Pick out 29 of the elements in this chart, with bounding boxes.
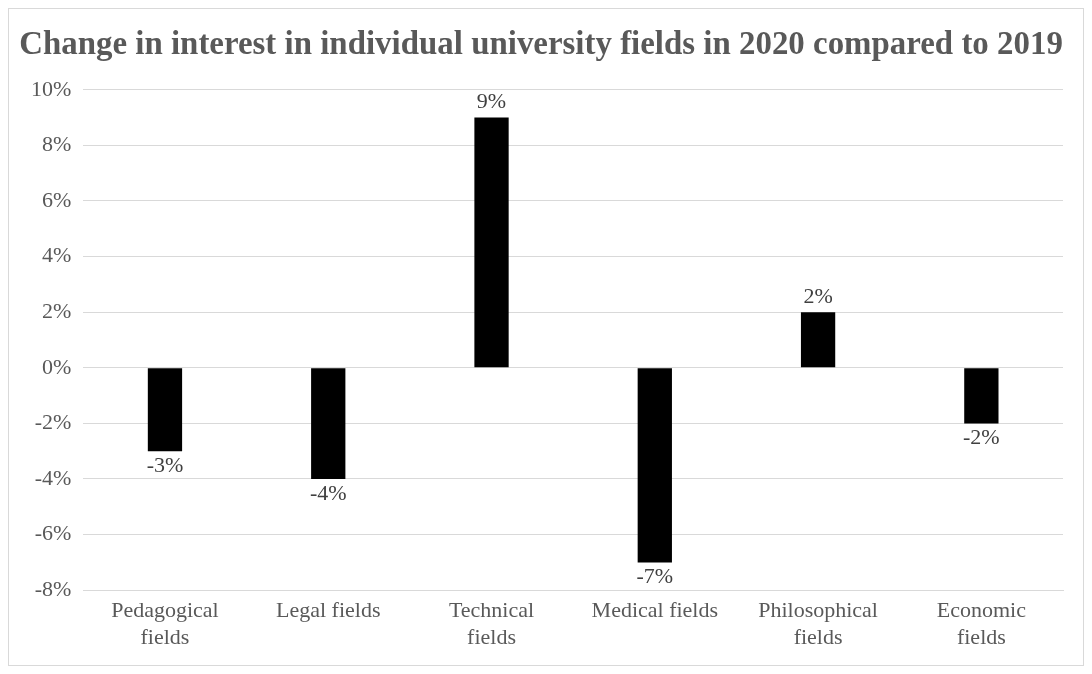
data-label: 2% [803, 282, 833, 308]
y-tick-label: 8% [42, 131, 72, 157]
x-tick-label: Medical fields [591, 597, 719, 623]
bar [147, 368, 183, 452]
data-label: -7% [636, 563, 674, 589]
bar [964, 368, 999, 424]
data-label: 9% [476, 88, 507, 114]
bar [800, 312, 836, 368]
y-tick-label: -2% [34, 409, 72, 435]
bar [474, 117, 509, 368]
y-tick-label: -6% [34, 520, 72, 546]
y-tick-label: -4% [34, 464, 72, 490]
y-tick-label: 4% [42, 242, 72, 268]
data-label: -3% [146, 451, 184, 477]
data-label: -4% [309, 479, 347, 505]
x-tick-label: Legal fields [276, 597, 381, 623]
y-tick-label: 0% [42, 353, 72, 379]
x-tick-label: Pedagogical fields [111, 597, 219, 649]
bar [637, 368, 672, 563]
data-label: -2% [963, 424, 1000, 450]
x-tick-label: Technical fields [448, 597, 535, 649]
y-tick-label: -8% [34, 575, 72, 601]
x-tick-label: Economic fields [936, 597, 1027, 649]
x-tick-label: Philosophical fields [758, 597, 878, 649]
y-tick-label: 2% [42, 297, 72, 323]
bar [311, 368, 346, 479]
chart-title: Change in interest in individual university fields in 2020 compared to 2019 [19, 23, 1063, 62]
y-tick-label: 10% [31, 75, 72, 101]
y-tick-label: 6% [42, 186, 72, 212]
